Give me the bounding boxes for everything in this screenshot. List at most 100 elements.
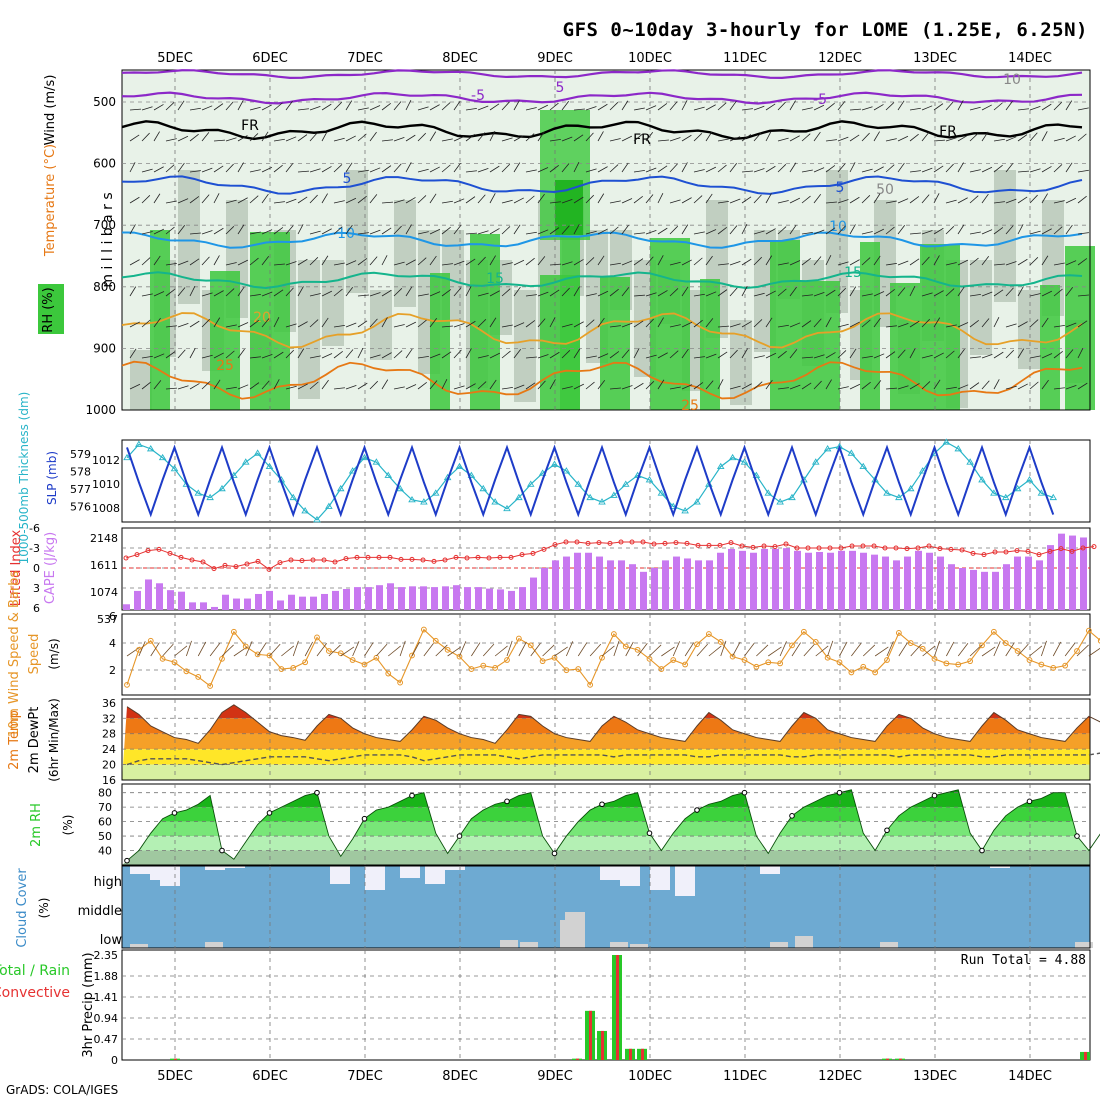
wind-barb [129,134,140,142]
wind-barb [661,646,675,657]
lifted-index-marker [288,557,294,563]
wind-barb [381,139,393,142]
wind-barb [897,322,909,328]
contour-label: FR [633,132,651,148]
wind-barb [873,255,881,266]
wind-barb [705,229,717,235]
cape-bar [420,586,427,610]
pressure-tick: 900 [93,341,116,355]
wind-barb [321,131,328,142]
wind-barb [513,322,525,328]
wind-barb [909,285,916,297]
wind-barb [969,257,979,266]
wind-barb [585,132,594,142]
wind-barb [489,379,497,390]
wind-barb [573,161,580,173]
precip-axis-label: 3hr Precip (mm) [81,952,96,1057]
wind-speed-marker [147,637,154,644]
rh-shade [298,260,320,399]
wind-barb [465,383,476,390]
wind-barb [801,320,812,328]
wind-barb [1005,163,1014,173]
wind-barb [441,325,453,328]
wind-barb [453,260,465,266]
contour-label: 15 [844,265,862,281]
wind-barb [885,351,896,359]
wind-speed-marker [195,674,202,680]
cape-bar [299,596,306,610]
temp-axis-label: 2m Temp [7,710,22,770]
precip-tick: 1.88 [94,970,119,983]
wind-barb [801,258,811,266]
wind-barb [1077,169,1089,173]
lifted-index-marker [508,554,514,560]
wind-barb [525,169,537,173]
wind-barb [537,167,549,173]
cape-bar [497,589,504,610]
wind-barb [849,134,860,142]
wind-barb [257,642,267,657]
cape-bar [332,590,339,610]
wind-barb [933,103,944,111]
wind-barb [849,259,860,266]
rh-shade [394,200,416,307]
wind-barb [753,319,763,328]
wind-barb [897,162,905,173]
lifted-index-marker [838,545,844,551]
wind-barb [441,263,453,266]
wind-barb [1005,136,1017,142]
precip-convective-bar [899,1058,902,1060]
wind-barb [837,350,847,359]
lifted-index-marker [948,546,954,552]
wind-barb [1077,294,1089,297]
wind-barb [1053,200,1065,204]
rh-humid-shade [650,238,690,410]
wind-barb [825,379,832,390]
wind-barb [921,354,933,359]
lifted-index-marker [684,540,690,546]
wind-barb [1077,382,1088,390]
high-cloud [650,866,670,890]
wind-barb [477,167,489,173]
wind-barb [813,229,825,235]
wind-barb [345,384,357,390]
wind-barb [849,162,856,173]
panel-frame [121,698,1091,781]
wind-barb [393,225,402,235]
wind-barb [273,263,285,266]
date-label-top: 14DEC [1008,51,1052,66]
wind-speed-marker [432,637,439,644]
thickness-marker [206,493,214,501]
wind-barb [933,227,944,235]
wind-barb [827,640,834,657]
wind-barb [909,196,920,204]
wind-barb [129,348,137,359]
wind-barb [957,135,968,142]
thickness-marker [325,502,333,509]
wind-barb [849,224,856,235]
wind-barb [537,131,545,142]
wind-barb [921,105,933,111]
wind-barb [1077,320,1088,328]
chart-title: GFS 0~10day 3-hourly for LOME (1.25E, 6.… [563,19,1088,41]
lifted-index-marker [937,546,943,552]
panel-frame [121,69,1091,411]
temp-contour-15 [121,271,1083,289]
wind-barb [885,387,897,390]
wind-barb [741,196,752,204]
wind-barb [489,317,497,328]
wind-barb [597,193,605,204]
wind-barb [897,287,906,297]
wind-barb [645,354,657,359]
thickness-marker [265,462,274,470]
lifted-index-marker [222,562,228,568]
wind-barb [429,104,440,111]
wind-barb [381,201,393,204]
wind-axis-label: 10m Wind Speed & Barbs [7,571,22,738]
wind-barb [501,101,510,111]
rh-marker [979,847,985,854]
wind-barb [225,137,237,142]
wind-barb [597,166,608,173]
wind-barb [381,103,391,111]
wind-barb [201,230,213,235]
